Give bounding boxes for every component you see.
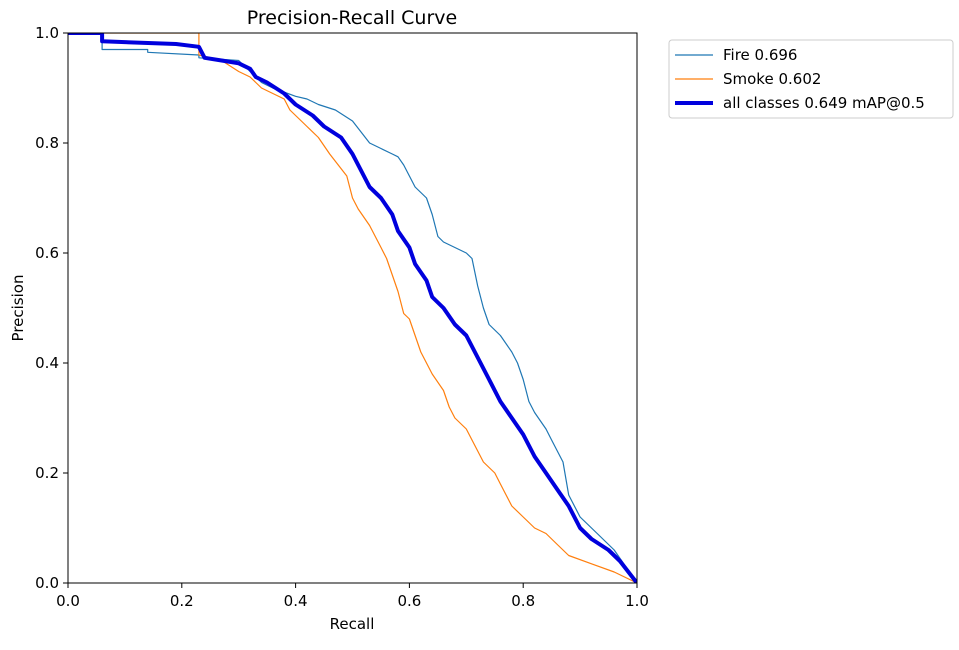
y-tick-label: 0.0 bbox=[35, 574, 59, 592]
x-axis: 0.0 0.2 0.4 0.6 0.8 1.0 bbox=[56, 583, 649, 610]
series-line-3 bbox=[68, 33, 637, 583]
x-tick-label: 0.8 bbox=[511, 592, 535, 610]
y-tick-label: 1.0 bbox=[35, 24, 59, 42]
y-tick-label: 0.6 bbox=[35, 244, 59, 262]
x-tick-label: 0.6 bbox=[397, 592, 421, 610]
x-tick-label: 1.0 bbox=[625, 592, 649, 610]
y-tick-label: 0.2 bbox=[35, 464, 59, 482]
y-axis-label: Precision bbox=[9, 275, 27, 342]
x-tick-label: 0.0 bbox=[56, 592, 80, 610]
legend-label-3: all classes 0.649 mAP@0.5 bbox=[723, 94, 925, 112]
series-line-2 bbox=[68, 33, 637, 583]
legend-label-2: Smoke 0.602 bbox=[723, 70, 821, 88]
legend-label-1: Fire 0.696 bbox=[723, 46, 797, 64]
chart-title: Precision-Recall Curve bbox=[247, 7, 457, 29]
y-tick-label: 0.8 bbox=[35, 134, 59, 152]
legend-box bbox=[668, 39, 954, 119]
x-tick-label: 0.4 bbox=[284, 592, 308, 610]
plot-area bbox=[67, 32, 638, 584]
x-tick-label: 0.2 bbox=[170, 592, 194, 610]
x-axis-label: Recall bbox=[330, 615, 375, 633]
y-axis: 0.0 0.2 0.4 0.6 0.8 1.0 bbox=[35, 24, 68, 592]
legend: Fire 0.696 Smoke 0.602 all classes 0.649 m… bbox=[668, 39, 954, 119]
plot-frame bbox=[67, 32, 638, 584]
series-lines bbox=[68, 33, 637, 583]
y-tick-label: 0.4 bbox=[35, 354, 59, 372]
